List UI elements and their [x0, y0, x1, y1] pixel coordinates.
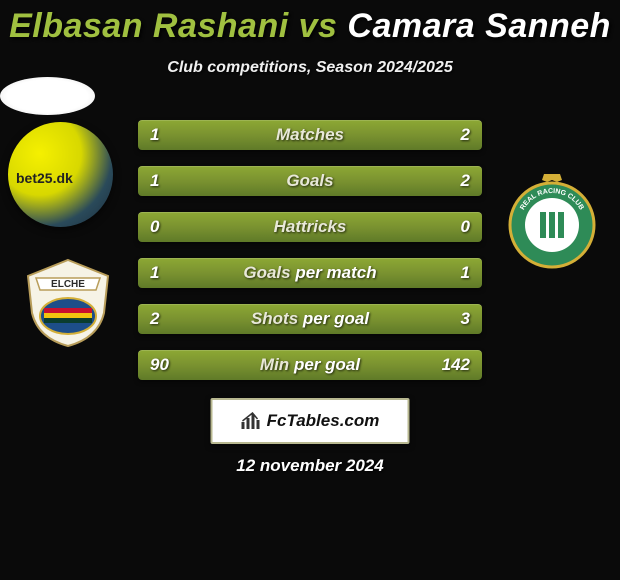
- player2-club-crest: REAL RACING CLUB SANTANDER: [502, 170, 602, 270]
- player2-avatar: [0, 77, 95, 115]
- fctables-branding: FcTables.com: [211, 398, 410, 444]
- stat-label-word1: Min: [260, 355, 289, 374]
- subtitle: Club competitions, Season 2024/2025: [0, 59, 620, 77]
- stat-label: Hattricks: [138, 212, 482, 242]
- stat-label-word2: per goal: [294, 355, 360, 374]
- stat-bar: 90142Min per goal: [138, 350, 482, 380]
- stat-label: Goals: [138, 166, 482, 196]
- stat-bar: 11Goals per match: [138, 258, 482, 288]
- stat-bar: 12Matches: [138, 120, 482, 150]
- player1-avatar: [8, 122, 113, 227]
- player1-name: Elbasan Rashani: [9, 7, 289, 45]
- stat-label-word1: Hattricks: [274, 217, 347, 236]
- stat-label-word2: per goal: [303, 309, 369, 328]
- player2-name: Camara Sanneh: [347, 7, 611, 45]
- crest-left-text: ELCHE: [51, 279, 85, 290]
- page-title: Elbasan Rashani vs Camara Sanneh: [0, 0, 620, 45]
- stat-label: Min per goal: [138, 350, 482, 380]
- stat-label-word1: Matches: [276, 125, 344, 144]
- stat-label: Goals per match: [138, 258, 482, 288]
- stats-block: 12Matches 12Goals 00Hattricks 11Goals per m…: [138, 120, 482, 396]
- stat-label-word1: Goals: [243, 263, 290, 282]
- stat-bar: 00Hattricks: [138, 212, 482, 242]
- stat-label-word1: Goals: [286, 171, 333, 190]
- vs-text: vs: [299, 7, 338, 45]
- fctables-text: FcTables.com: [267, 411, 380, 431]
- stat-label-word1: Shots: [251, 309, 298, 328]
- date-text: 12 november 2024: [0, 456, 620, 476]
- stat-label: Matches: [138, 120, 482, 150]
- player1-club-crest: ELCHE: [18, 258, 118, 348]
- fctables-icon: [241, 412, 261, 430]
- stat-label: Shots per goal: [138, 304, 482, 334]
- comparison-card: Elbasan Rashani vs Camara Sanneh Club co…: [0, 0, 620, 580]
- stat-bar: 12Goals: [138, 166, 482, 196]
- stat-bar: 23Shots per goal: [138, 304, 482, 334]
- stat-label-word2: per match: [295, 263, 376, 282]
